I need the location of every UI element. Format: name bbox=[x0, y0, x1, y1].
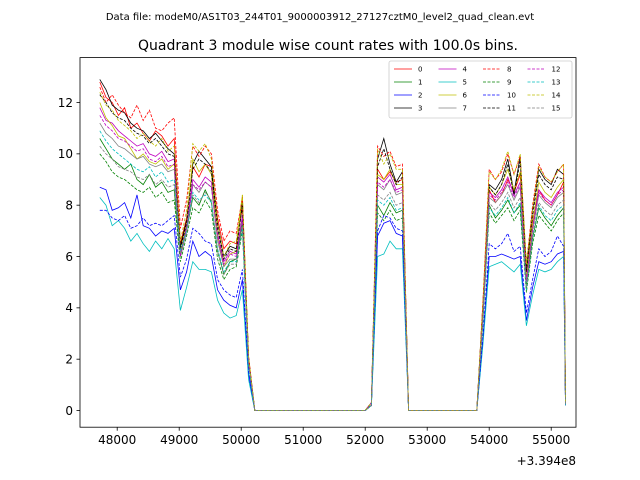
legend-label-3: 3 bbox=[418, 105, 422, 113]
legend-label-4: 4 bbox=[463, 66, 468, 74]
legend-label-0: 0 bbox=[418, 66, 422, 74]
legend-label-14: 14 bbox=[552, 92, 561, 100]
x-tick-label: 54000 bbox=[470, 433, 508, 447]
y-tick-label: 6 bbox=[65, 250, 73, 264]
y-tick-label: 4 bbox=[65, 301, 73, 315]
plot-frame bbox=[79, 57, 577, 428]
y-tick-label: 2 bbox=[65, 352, 73, 366]
legend-label-6: 6 bbox=[463, 92, 468, 100]
y-tick-label: 10 bbox=[58, 147, 73, 161]
x-tick-label: 53000 bbox=[408, 433, 446, 447]
legend-label-1: 1 bbox=[418, 79, 422, 87]
x-tick-label: 52000 bbox=[346, 433, 384, 447]
y-tick-label: 0 bbox=[65, 404, 73, 418]
y-tick-label: 12 bbox=[58, 96, 73, 110]
legend-label-7: 7 bbox=[463, 105, 467, 113]
y-axis: 0 2 4 6 8 10 12 bbox=[58, 96, 80, 418]
x-axis: 48000 49000 50000 51000 52000 53000 54000 55000 bbox=[98, 427, 570, 447]
legend-label-2: 2 bbox=[418, 92, 422, 100]
legend-label-8: 8 bbox=[507, 66, 511, 74]
chart-title: Quadrant 3 module wise count rates with … bbox=[138, 38, 518, 54]
legend-label-9: 9 bbox=[507, 79, 511, 87]
x-tick-label: 55000 bbox=[532, 433, 570, 447]
legend-label-15: 15 bbox=[552, 105, 561, 113]
series-line-13 bbox=[99, 130, 566, 411]
plot-area bbox=[80, 57, 576, 428]
legend-label-10: 10 bbox=[507, 92, 516, 100]
series-line-15 bbox=[99, 145, 566, 411]
x-tick-label: 51000 bbox=[284, 433, 322, 447]
x-tick-label: 49000 bbox=[160, 433, 198, 447]
legend-label-5: 5 bbox=[463, 79, 467, 87]
series-layer bbox=[99, 79, 566, 411]
series-line-14 bbox=[99, 92, 566, 411]
legend-label-12: 12 bbox=[552, 66, 561, 74]
legend-label-13: 13 bbox=[552, 79, 561, 87]
y-tick-label: 8 bbox=[65, 198, 73, 212]
x-tick-label: 48000 bbox=[98, 433, 136, 447]
x-offset-label: +3.394e8 bbox=[517, 454, 576, 468]
figure-suptitle: Data file: modeM0/AS1T03_244T01_90000039… bbox=[106, 12, 534, 23]
legend-frame bbox=[388, 60, 573, 119]
legend-label-11: 11 bbox=[507, 105, 516, 113]
x-tick-label: 50000 bbox=[222, 433, 260, 447]
